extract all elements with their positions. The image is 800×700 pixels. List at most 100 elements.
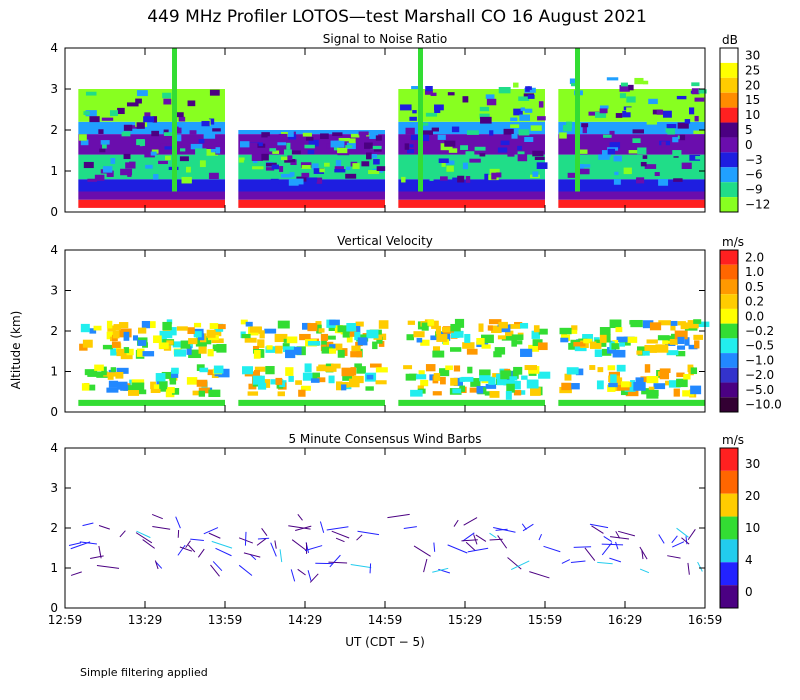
snr-cell [160,143,172,148]
footer-note: Simple filtering applied [80,666,208,679]
vv-cell [218,368,230,378]
snr-cell [301,172,310,178]
wind-barb [676,527,689,538]
snr-cell [615,113,623,118]
snr-cell [462,162,469,170]
vv-cell [484,391,493,396]
snr-cell [89,116,100,123]
vv-cell [128,390,140,396]
vv-cell [320,333,329,341]
vv-cell [693,334,704,340]
wind-barb [463,517,478,526]
vv-cell [649,322,662,331]
vv-cell [346,322,357,332]
vv-cell [101,366,107,376]
vv-cell [274,333,288,343]
vv-cell [131,379,145,385]
colorbar-swatch [720,279,738,295]
snr-layer [398,134,545,155]
snr-cell [511,133,518,139]
vv-cell [617,384,630,391]
vv-cell [241,333,251,339]
snr-cell [620,82,628,87]
vv-cell [538,371,551,379]
vv-cell [608,382,618,388]
y-tick-label: 1 [50,164,58,178]
snr-cell [422,122,429,126]
snr-cell [112,127,123,133]
vv-cell [636,346,646,355]
snr-cell [287,130,294,137]
vv-cell [441,327,451,333]
vv-cell [611,386,621,392]
snr-cell [518,96,530,101]
snr-cell [345,173,357,179]
wind-barb [211,540,233,549]
snr-cell [465,176,471,183]
wind-barb [603,536,612,542]
vv-cell [560,337,569,343]
snr-cell [525,86,530,92]
wind-barb [522,523,534,532]
wind-barb [475,534,487,542]
plot-content [68,513,703,583]
vv-cell [538,328,548,335]
vv-cell [668,380,681,388]
snr-cell [151,130,160,137]
snr-cell [338,137,350,142]
vv-cell [354,331,361,341]
snr-cell [438,158,449,164]
colorbar-swatch [720,448,738,471]
vv-cell [667,335,681,341]
vv-cell [453,377,464,386]
vv-cell [330,343,343,351]
vv-cell [172,341,182,348]
vv-cell [375,380,387,385]
vv-cell [192,390,200,396]
vv-cell [94,364,104,371]
vv-cell [505,390,512,400]
vv-cell [115,371,124,379]
wind-barb [591,525,604,534]
snr-cell [98,129,104,134]
colorbar-swatch [720,48,738,63]
snr-cell [178,116,186,122]
snr-cell [606,124,611,130]
snr-cell [577,168,590,175]
vv-cell [123,347,130,354]
snr-cell [208,118,215,125]
vv-cell [449,347,462,352]
plot-content [78,318,710,406]
vv-cell [218,324,226,330]
vv-cell [464,333,471,343]
vv-cell [300,385,311,391]
colorbar-swatch [720,470,738,494]
colorbar-swatch [720,353,738,368]
vv-cell [601,348,612,356]
colorbar-swatch [720,585,738,608]
snr-cell [279,166,284,172]
snr-cell [448,148,458,153]
snr-cell [131,125,142,129]
wind-barb [331,530,350,539]
wind-barb [609,557,622,563]
snr-cell [345,166,355,171]
panel-title: 5 Minute Consensus Wind Barbs [288,432,481,446]
vv-cell [429,374,435,381]
vv-cell [687,320,699,329]
snr-cell [609,130,615,135]
snr-cell [258,142,263,147]
snr-cell [679,134,686,141]
panel-1: Signal to Noise Ratio01234dB302520151050… [50,32,770,219]
snr-cell [216,142,225,149]
vv-cell [159,381,168,390]
vv-cell [266,345,273,350]
vv-cell [317,377,326,383]
wind-barb [369,563,372,574]
snr-cell [640,161,647,167]
wind-barb [155,561,163,569]
vv-cell [155,373,166,382]
vv-cell [84,369,98,376]
vv-cell [532,339,543,346]
vv-cell [298,389,306,397]
